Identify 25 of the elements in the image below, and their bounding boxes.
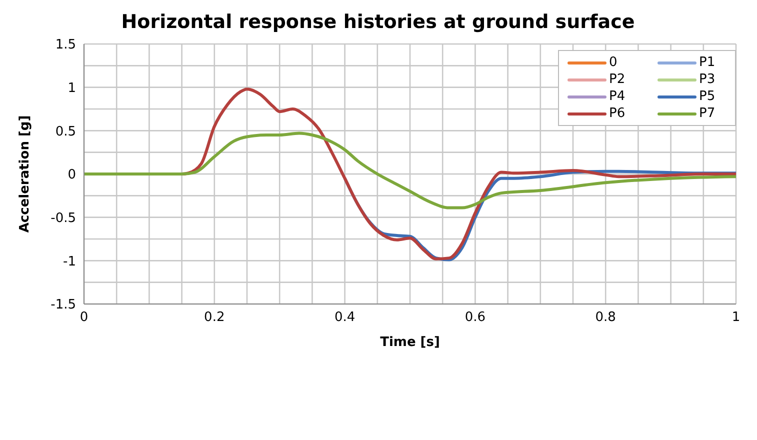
legend-label: 0 — [609, 55, 618, 70]
x-axis-title: Time [s] — [380, 335, 440, 350]
line-series — [84, 132, 736, 210]
chart-title: Horizontal response histories at ground surface — [120, 10, 636, 35]
y-tick-label: -1 — [63, 254, 76, 270]
y-tick-label: -1.5 — [50, 298, 76, 313]
legend-label: P1 — [699, 55, 716, 70]
legend-label: P3 — [699, 72, 716, 87]
x-tick-label: 0.6 — [464, 310, 486, 326]
legend-label: P6 — [609, 106, 626, 121]
legend-label: P2 — [609, 72, 626, 87]
y-tick-label: 0.5 — [55, 124, 76, 140]
x-tick-label: 1 — [732, 310, 740, 326]
x-tick-label: 0.4 — [334, 310, 356, 326]
y-axis-title: Acceleration [g] — [18, 115, 33, 233]
y-tick-label: 1 — [68, 80, 76, 96]
y-tick-label: -0.5 — [50, 210, 76, 226]
legend-label: P5 — [699, 89, 716, 104]
y-tick-label: 1.5 — [55, 38, 76, 53]
x-tick-label: 0 — [80, 310, 88, 326]
x-tick-label: 0.2 — [204, 310, 225, 326]
y-tick-label: 0 — [68, 168, 76, 183]
legend-label: P7 — [699, 106, 716, 121]
x-tick-label: 0.8 — [595, 310, 616, 326]
legend-label: P4 — [609, 89, 626, 104]
